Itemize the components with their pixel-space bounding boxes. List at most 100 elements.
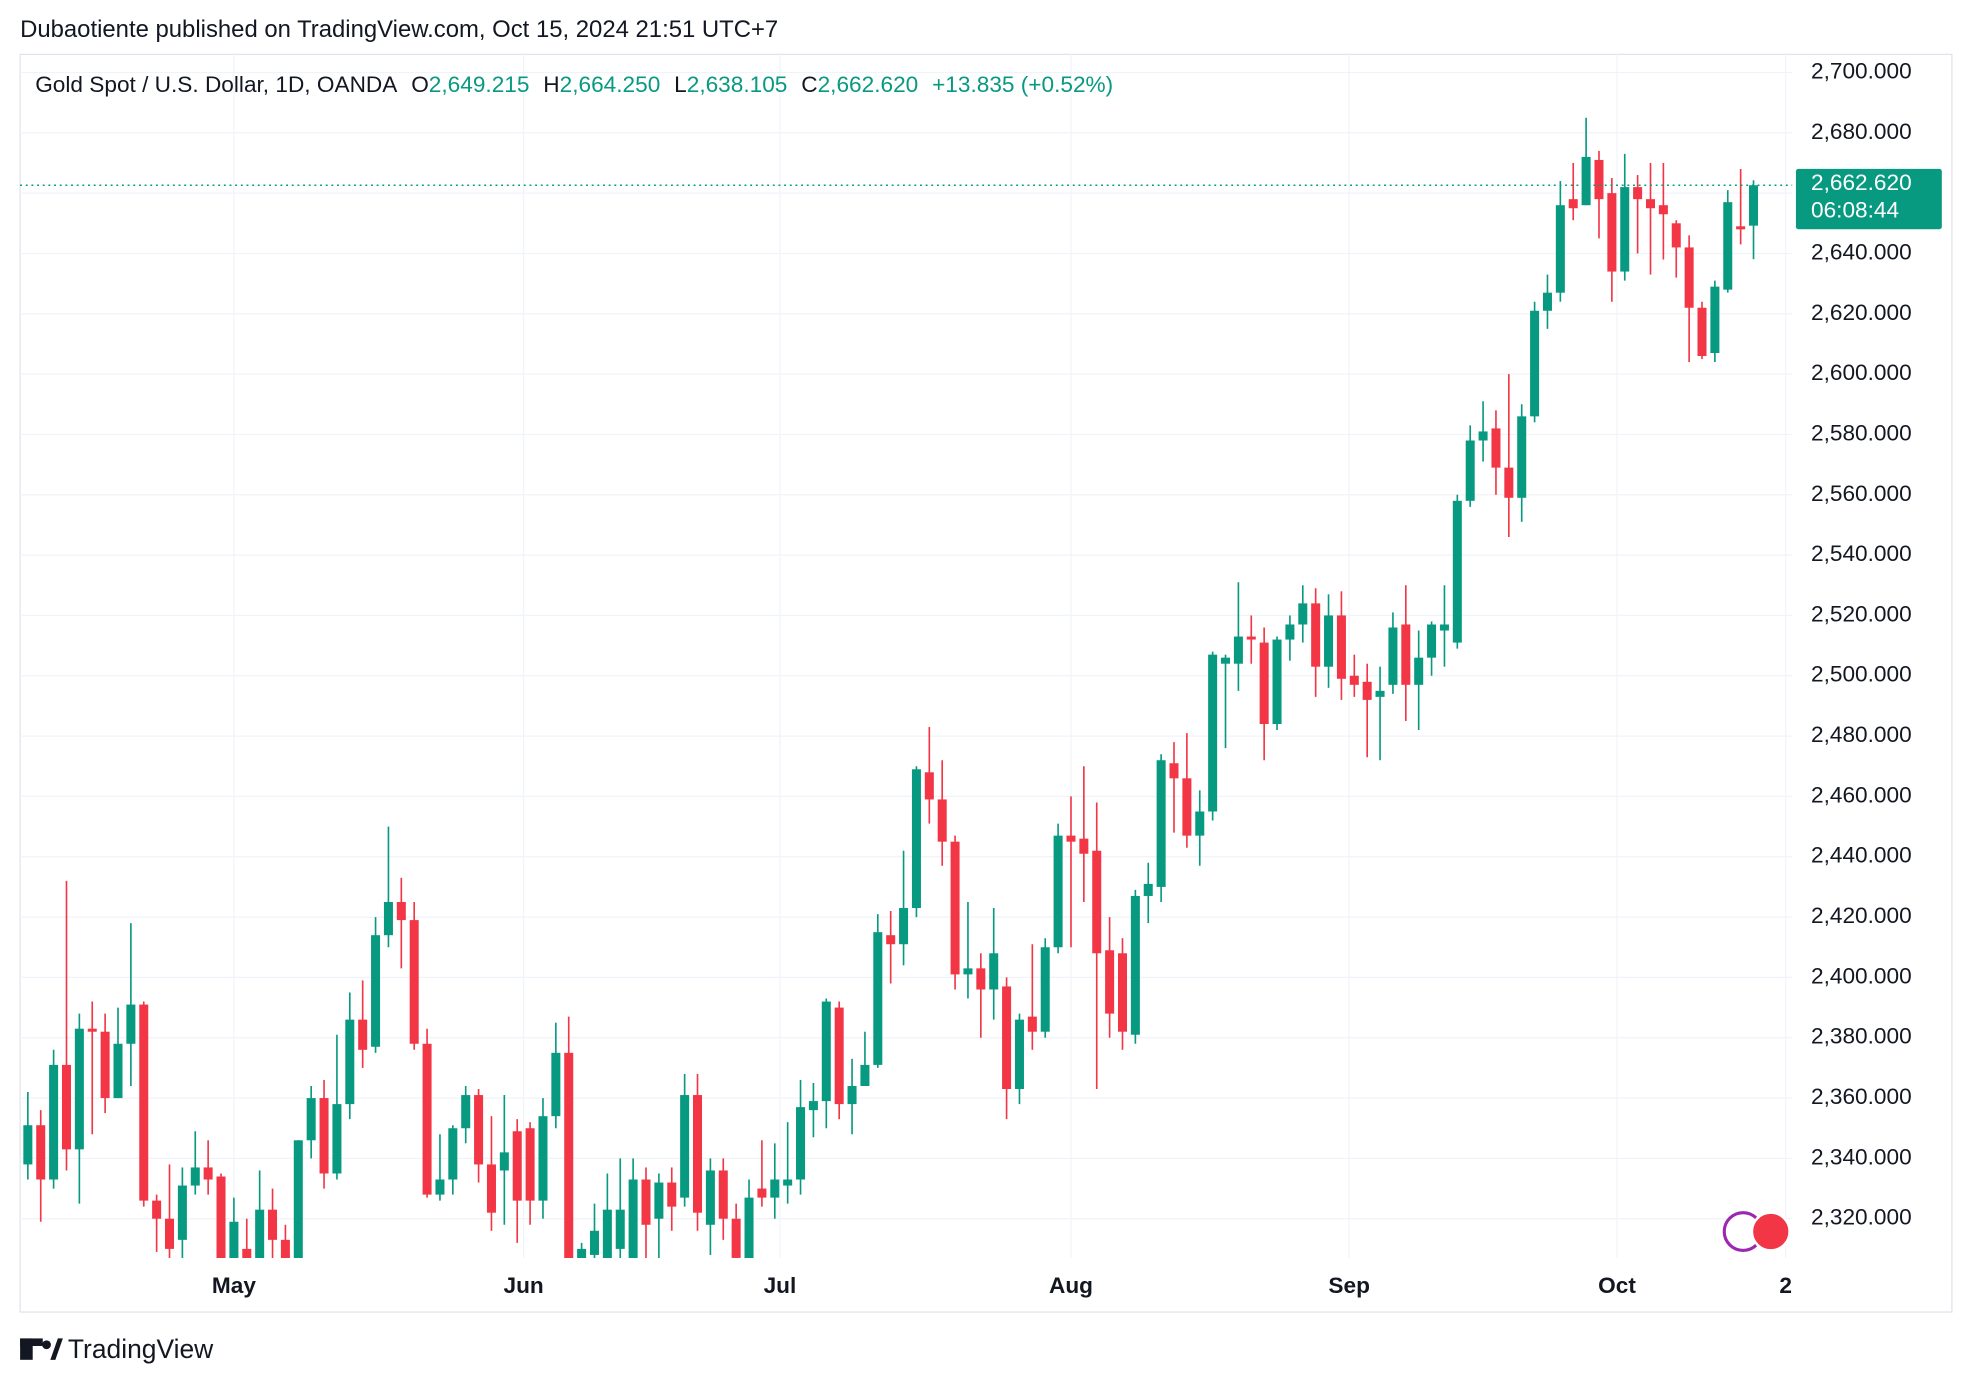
candle-body <box>371 935 381 1047</box>
candle-body <box>1568 199 1578 209</box>
candle-body <box>1401 624 1411 685</box>
candle-body <box>860 1064 870 1087</box>
candle-body <box>1427 624 1437 658</box>
change: +13.835 (+0.52%) <box>932 72 1113 97</box>
chart-frame <box>19 53 1953 1313</box>
candle-body <box>1465 440 1475 501</box>
candle-body <box>190 1167 200 1186</box>
candle-body <box>1233 636 1243 664</box>
candle-body <box>177 1185 187 1240</box>
candle-body <box>100 1031 110 1099</box>
y-tick-label: 2,380.000 <box>1811 1024 1912 1049</box>
candle-body <box>1208 654 1218 812</box>
last-price-label: 2,662.620 <box>1811 170 1912 195</box>
candle-body <box>1491 428 1501 468</box>
candle-body <box>1555 205 1565 293</box>
candle-body <box>1710 286 1720 354</box>
candle-body <box>899 908 909 945</box>
candle-body <box>1439 624 1449 631</box>
y-tick-label: 2,640.000 <box>1811 239 1912 264</box>
y-tick-label: 2,600.000 <box>1811 360 1912 385</box>
candle-body <box>1607 193 1617 272</box>
high-value: 2,664.250 <box>560 72 661 97</box>
candle-body <box>1542 292 1552 311</box>
candle-body <box>1645 199 1656 209</box>
open-value: 2,649.215 <box>429 72 530 97</box>
candle-body <box>1105 950 1115 1014</box>
candle-body <box>1169 763 1179 779</box>
candle-body <box>268 1209 278 1240</box>
candle-body <box>319 1098 329 1174</box>
brand-name: TradingView <box>68 1334 214 1364</box>
candle-body <box>654 1182 664 1219</box>
candle-body <box>358 1019 368 1050</box>
candle-body <box>229 1221 239 1258</box>
candle-body <box>1143 883 1153 896</box>
y-tick-label: 2,340.000 <box>1811 1144 1912 1169</box>
candle-body <box>1221 657 1231 664</box>
candle-body <box>589 1230 599 1255</box>
candle-body <box>203 1167 213 1180</box>
candle-body <box>1684 247 1694 308</box>
candle-body <box>1298 603 1308 625</box>
candle-body <box>847 1086 857 1105</box>
y-tick-label: 2,680.000 <box>1811 119 1912 144</box>
candle-body <box>886 935 896 945</box>
candle-body <box>1388 627 1398 685</box>
candle-body <box>486 1164 496 1213</box>
candle-body <box>1156 760 1166 887</box>
candle-body <box>1581 156 1591 206</box>
candle-body <box>474 1095 484 1165</box>
candle-body <box>512 1131 522 1201</box>
candle-body <box>1311 603 1321 667</box>
low-key: L <box>674 72 687 97</box>
candle-body <box>1517 416 1527 498</box>
y-tick-label: 2,580.000 <box>1811 420 1912 445</box>
candle-body <box>602 1209 612 1258</box>
candle-body <box>834 1007 844 1105</box>
publisher-line: Dubaotiente published on TradingView.com… <box>20 16 778 43</box>
candle-body <box>1349 675 1359 685</box>
x-tick-label: Oct <box>1598 1273 1636 1298</box>
candle-body <box>255 1209 265 1258</box>
candle-body <box>36 1125 46 1180</box>
candle-body <box>525 1128 535 1201</box>
y-tick-label: 2,400.000 <box>1811 963 1912 988</box>
x-tick-label: May <box>212 1273 256 1298</box>
high-key: H <box>543 72 559 97</box>
candle-body <box>1633 187 1643 200</box>
candle-body <box>1414 657 1424 685</box>
candle-body <box>615 1209 625 1249</box>
y-tick-label: 2,480.000 <box>1811 722 1912 747</box>
last-price-box <box>1795 168 1942 230</box>
candle-body <box>1504 467 1514 498</box>
x-tick-label: Aug <box>1049 1273 1093 1298</box>
candle-body <box>1736 226 1746 230</box>
candle-body <box>461 1095 471 1129</box>
candle-body <box>667 1182 677 1207</box>
candle-body <box>1079 838 1089 854</box>
candle-body <box>989 953 999 990</box>
candle-body <box>1375 690 1385 697</box>
candle-body <box>1066 835 1076 842</box>
close-value: 2,662.620 <box>818 72 919 97</box>
low-value: 2,638.105 <box>687 72 788 97</box>
grid <box>20 54 1793 1258</box>
candle-body <box>1723 202 1733 290</box>
candle-body <box>950 841 960 975</box>
y-tick-label: 2,460.000 <box>1811 782 1912 807</box>
candle-body <box>808 1101 818 1111</box>
y-tick-label: 2,320.000 <box>1811 1205 1912 1230</box>
candle-body <box>1117 953 1127 1032</box>
candle-body <box>783 1179 793 1186</box>
y-tick-label: 2,560.000 <box>1811 481 1912 506</box>
candle-body <box>1130 895 1140 1035</box>
candle-body <box>1620 187 1630 272</box>
candle-body <box>1246 636 1256 640</box>
brand-logo <box>20 1338 63 1360</box>
candles <box>23 117 1759 1258</box>
candle-body <box>770 1179 780 1198</box>
candle-body <box>1336 615 1346 679</box>
candle-body <box>152 1200 162 1219</box>
